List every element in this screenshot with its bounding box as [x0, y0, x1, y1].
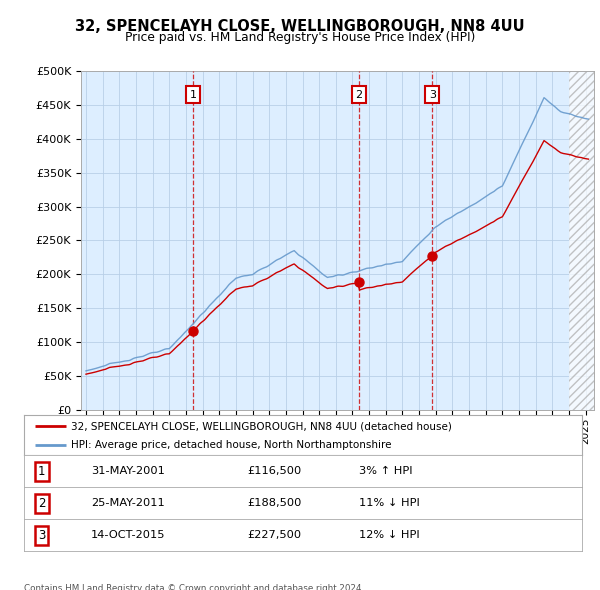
Text: £188,500: £188,500 — [247, 499, 302, 508]
Text: 1: 1 — [38, 465, 46, 478]
Text: 12% ↓ HPI: 12% ↓ HPI — [359, 530, 419, 540]
Text: 11% ↓ HPI: 11% ↓ HPI — [359, 499, 419, 508]
Text: 25-MAY-2011: 25-MAY-2011 — [91, 499, 165, 508]
Text: 3: 3 — [38, 529, 46, 542]
Text: 14-OCT-2015: 14-OCT-2015 — [91, 530, 166, 540]
Text: 32, SPENCELAYH CLOSE, WELLINGBOROUGH, NN8 4UU: 32, SPENCELAYH CLOSE, WELLINGBOROUGH, NN… — [75, 19, 525, 34]
Text: 3% ↑ HPI: 3% ↑ HPI — [359, 467, 412, 476]
Text: 1: 1 — [190, 90, 196, 100]
Text: £227,500: £227,500 — [247, 530, 301, 540]
Text: 3: 3 — [429, 90, 436, 100]
Text: Price paid vs. HM Land Registry's House Price Index (HPI): Price paid vs. HM Land Registry's House … — [125, 31, 475, 44]
Text: 31-MAY-2001: 31-MAY-2001 — [91, 467, 165, 476]
Text: £116,500: £116,500 — [247, 467, 301, 476]
Text: 2: 2 — [38, 497, 46, 510]
Text: 2: 2 — [356, 90, 363, 100]
Bar — [569, 71, 600, 410]
Text: 32, SPENCELAYH CLOSE, WELLINGBOROUGH, NN8 4UU (detached house): 32, SPENCELAYH CLOSE, WELLINGBOROUGH, NN… — [71, 421, 452, 431]
Text: Contains HM Land Registry data © Crown copyright and database right 2024.: Contains HM Land Registry data © Crown c… — [24, 584, 364, 590]
Bar — [569, 71, 600, 410]
Text: HPI: Average price, detached house, North Northamptonshire: HPI: Average price, detached house, Nort… — [71, 441, 392, 450]
